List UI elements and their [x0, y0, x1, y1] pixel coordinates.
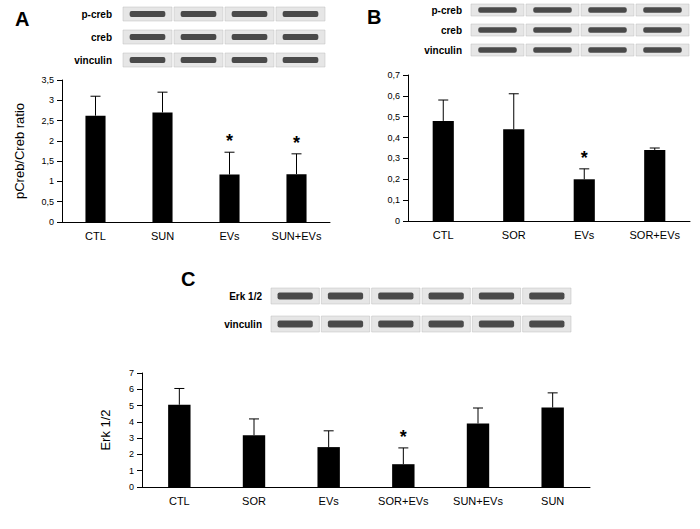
- svg-text:pCreb/Creb ratio: pCreb/Creb ratio: [12, 103, 27, 199]
- svg-text:SOR: SOR: [242, 495, 266, 507]
- svg-text:3,5: 3,5: [41, 75, 54, 85]
- svg-text:*: *: [400, 427, 407, 447]
- svg-text:0,4: 0,4: [387, 133, 400, 143]
- svg-text:CTL: CTL: [433, 229, 454, 241]
- svg-text:creb: creb: [441, 25, 462, 36]
- svg-text:CTL: CTL: [85, 230, 106, 242]
- svg-text:3: 3: [129, 433, 134, 443]
- svg-text:Erk 1/2: Erk 1/2: [98, 409, 113, 450]
- svg-text:5: 5: [129, 401, 134, 411]
- svg-text:p-creb: p-creb: [81, 9, 112, 20]
- svg-text:*: *: [581, 148, 588, 168]
- svg-text:6: 6: [129, 384, 134, 394]
- svg-text:C: C: [181, 268, 195, 290]
- svg-text:1: 1: [129, 466, 134, 476]
- svg-text:2,5: 2,5: [41, 116, 54, 126]
- svg-text:*: *: [293, 133, 300, 153]
- svg-text:vinculin: vinculin: [224, 319, 262, 330]
- svg-text:SUN: SUN: [151, 230, 174, 242]
- svg-text:4: 4: [129, 417, 134, 427]
- svg-text:A: A: [15, 8, 29, 30]
- svg-text:7: 7: [129, 368, 134, 378]
- svg-text:SUN+EVs: SUN+EVs: [272, 230, 322, 242]
- svg-text:1,5: 1,5: [41, 156, 54, 166]
- svg-text:*: *: [226, 131, 233, 151]
- svg-text:2: 2: [129, 449, 134, 459]
- svg-text:SOR: SOR: [502, 229, 526, 241]
- svg-text:B: B: [367, 6, 381, 28]
- svg-text:0: 0: [49, 217, 54, 227]
- svg-text:Erk 1/2: Erk 1/2: [229, 291, 262, 302]
- svg-text:EVs: EVs: [219, 230, 240, 242]
- svg-text:vinculin: vinculin: [74, 55, 112, 66]
- svg-text:3: 3: [49, 95, 54, 105]
- svg-text:creb: creb: [91, 32, 112, 43]
- svg-text:0: 0: [129, 482, 134, 492]
- svg-text:p-creb: p-creb: [431, 5, 462, 16]
- svg-text:SOR+EVs: SOR+EVs: [630, 229, 681, 241]
- svg-text:1: 1: [49, 176, 54, 186]
- svg-text:EVs: EVs: [574, 229, 595, 241]
- svg-text:2: 2: [49, 136, 54, 146]
- svg-text:0,5: 0,5: [387, 112, 400, 122]
- svg-text:SUN: SUN: [541, 495, 564, 507]
- svg-text:0,2: 0,2: [387, 174, 400, 184]
- svg-text:vinculin: vinculin: [424, 45, 462, 56]
- svg-text:0: 0: [395, 216, 400, 226]
- svg-text:0,3: 0,3: [387, 153, 400, 163]
- svg-text:EVs: EVs: [319, 495, 340, 507]
- svg-text:CTL: CTL: [169, 495, 190, 507]
- svg-text:SOR+EVs: SOR+EVs: [378, 495, 429, 507]
- svg-text:SUN+EVs: SUN+EVs: [453, 495, 503, 507]
- svg-text:0,6: 0,6: [387, 91, 400, 101]
- svg-text:0,5: 0,5: [41, 197, 54, 207]
- svg-text:0,1: 0,1: [387, 195, 400, 205]
- svg-text:0,7: 0,7: [387, 70, 400, 80]
